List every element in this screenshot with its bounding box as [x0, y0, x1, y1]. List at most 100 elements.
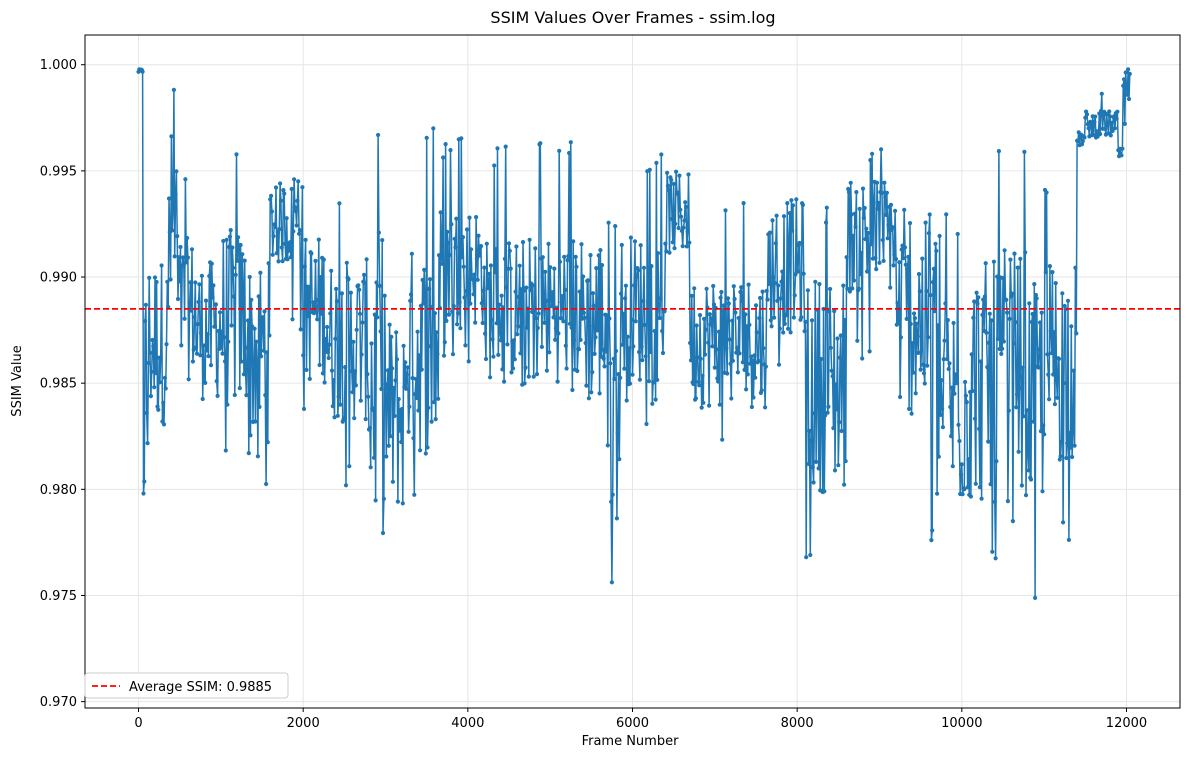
ssim-data-point — [481, 288, 486, 293]
ssim-data-point — [828, 345, 834, 350]
ssim-data-point — [1060, 291, 1065, 296]
ssim-data-point — [192, 315, 197, 320]
ssim-data-point — [343, 365, 348, 370]
ssim-data-point — [418, 448, 423, 453]
ssim-data-point — [898, 394, 903, 400]
ssim-data-point — [899, 247, 904, 252]
ssim-data-point — [276, 259, 281, 264]
ssim-data-point — [615, 431, 620, 436]
ssim-data-point — [410, 376, 415, 381]
ssim-data-point — [1080, 139, 1085, 144]
ssim-data-point — [742, 367, 747, 372]
ssim-data-point — [859, 250, 864, 255]
ssim-data-point — [534, 316, 539, 321]
ssim-data-point — [602, 364, 607, 369]
ssim-data-point — [599, 263, 605, 268]
ssim-data-point — [779, 279, 784, 284]
ssim-data-point — [760, 289, 765, 294]
ssim-data-point — [164, 342, 169, 347]
ssim-data-point — [739, 285, 744, 290]
ssim-data-point — [784, 313, 789, 318]
ssim-data-point — [1024, 408, 1029, 413]
ssim-data-point — [158, 355, 163, 360]
ssim-data-point — [584, 383, 589, 388]
legend: Average SSIM: 0.9885 — [84, 672, 289, 699]
ssim-data-point — [1068, 445, 1073, 450]
ssim-data-point — [817, 282, 822, 287]
ssim-data-point — [290, 317, 295, 322]
ssim-data-point — [868, 158, 873, 163]
ssim-data-point — [284, 216, 289, 221]
ssim-data-point — [1098, 108, 1104, 114]
ssim-data-point — [725, 296, 731, 301]
ssim-data-point — [544, 298, 549, 303]
ssim-data-point — [223, 448, 228, 453]
ssim-data-point — [524, 285, 529, 290]
ssim-data-point — [376, 132, 381, 138]
ssim-data-point — [803, 319, 808, 324]
ssim-data-point — [598, 248, 603, 253]
ssim-data-point — [368, 465, 373, 470]
ssim-data-point — [392, 413, 397, 419]
ssim-data-point — [840, 372, 845, 377]
ssim-data-point — [733, 310, 738, 315]
ssim-data-point — [1009, 291, 1015, 296]
ssim-data-point — [369, 341, 374, 346]
ssim-data-point — [655, 251, 661, 256]
ssim-data-point — [981, 297, 986, 302]
ssim-data-point — [291, 229, 296, 234]
ssim-data-point — [863, 237, 868, 242]
ssim-data-point — [203, 298, 209, 303]
ssim-data-point — [1064, 455, 1069, 461]
ssim-data-point — [390, 366, 395, 371]
ssim-data-point — [562, 287, 568, 292]
ssim-data-point — [561, 319, 566, 324]
ssim-data-point — [786, 238, 792, 243]
ssim-data-point — [1119, 153, 1124, 158]
ssim-data-point — [297, 228, 302, 233]
ssim-data-point — [359, 352, 364, 357]
ssim-data-point — [919, 348, 924, 353]
ssim-data-point — [837, 355, 843, 360]
ssim-data-point — [683, 204, 689, 209]
ssim-data-point — [836, 463, 841, 468]
ssim-data-point — [765, 297, 770, 302]
ssim-data-point — [1103, 126, 1108, 131]
ssim-data-point — [530, 309, 535, 314]
ssim-data-point — [477, 253, 482, 258]
ssim-data-point — [169, 134, 174, 139]
ssim-data-point — [989, 318, 994, 323]
ssim-data-point — [297, 231, 302, 236]
ssim-data-point — [425, 445, 430, 450]
ssim-data-point — [1071, 368, 1076, 373]
ssim-data-point — [491, 354, 496, 359]
ssim-data-point — [199, 273, 204, 278]
ssim-data-point — [292, 177, 297, 182]
ssim-data-point — [630, 372, 635, 377]
ssim-data-point — [778, 296, 783, 301]
ssim-data-point — [928, 293, 933, 298]
ssim-data-point — [376, 230, 381, 235]
ssim-data-point — [536, 311, 541, 316]
ssim-data-point — [436, 253, 442, 258]
ssim-data-point — [244, 393, 249, 398]
ssim-data-point — [347, 464, 352, 469]
ssim-data-point — [1023, 493, 1029, 498]
ssim-data-point — [612, 376, 617, 382]
ssim-data-point — [343, 483, 349, 488]
ssim-data-point — [606, 220, 611, 225]
ssim-data-point — [1126, 67, 1131, 72]
ssim-data-point — [460, 255, 465, 260]
ssim-data-point — [991, 406, 996, 411]
ssim-data-point — [679, 214, 684, 219]
ssim-data-point — [447, 252, 452, 258]
ssim-data-point — [277, 227, 282, 232]
y-tick-label: 0.995 — [40, 164, 77, 179]
ssim-data-point — [1047, 264, 1052, 269]
ssim-data-point — [420, 277, 425, 283]
ssim-data-point — [247, 274, 252, 280]
ssim-data-point — [389, 334, 394, 339]
ssim-data-point — [434, 330, 439, 335]
ssim-data-point — [937, 233, 942, 239]
ssim-data-point — [248, 433, 253, 438]
